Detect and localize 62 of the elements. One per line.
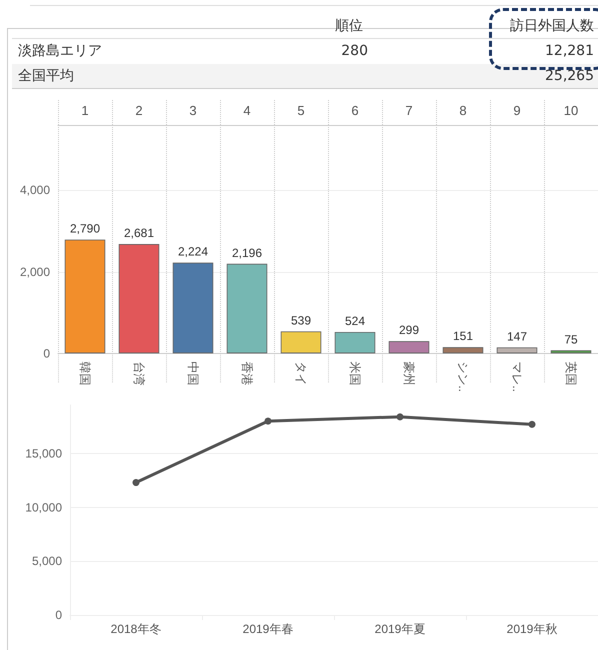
text: 2 bbox=[135, 103, 143, 118]
text: 訪日外国人数 bbox=[510, 17, 594, 36]
x-tick-label: マレ.. bbox=[510, 361, 524, 392]
point bbox=[132, 479, 140, 486]
data-label: 524 bbox=[344, 314, 366, 328]
y-tick-label: 15,000 bbox=[25, 446, 62, 460]
x-tick-label: 香港 bbox=[240, 361, 254, 386]
data-label: 539 bbox=[290, 313, 312, 328]
text: 5 bbox=[297, 103, 305, 118]
data-label: 147 bbox=[506, 329, 528, 344]
text: 25,265 bbox=[545, 67, 594, 86]
text: 7 bbox=[405, 103, 413, 118]
text: 280 bbox=[341, 42, 368, 61]
data-label: 151 bbox=[452, 329, 474, 344]
data-label: 2,196 bbox=[232, 246, 262, 260]
x-tick-label: 2019年春 bbox=[242, 622, 294, 636]
text: 6 bbox=[351, 103, 359, 118]
y-tick-label: 10,000 bbox=[25, 500, 62, 514]
y-tick-label: 5,000 bbox=[32, 554, 62, 568]
x-tick-label: 台湾 bbox=[132, 361, 146, 386]
text: 10 bbox=[564, 103, 578, 118]
bar bbox=[334, 332, 376, 354]
text: 8 bbox=[459, 103, 467, 118]
x-tick-label: 2019年夏 bbox=[374, 622, 426, 636]
bar bbox=[388, 341, 430, 354]
x-tick-label: 中国 bbox=[186, 361, 200, 386]
bar bbox=[442, 347, 484, 354]
point bbox=[528, 420, 536, 428]
text: 1 bbox=[81, 103, 89, 118]
bar bbox=[118, 244, 160, 354]
x-tick-label: 韓国 bbox=[78, 361, 92, 386]
data-label: 2,790 bbox=[70, 222, 100, 236]
x-tick-label: タイ bbox=[294, 361, 308, 386]
text: 順位 bbox=[335, 17, 363, 36]
text: 4 bbox=[243, 103, 251, 118]
text: 全国平均 bbox=[18, 67, 74, 86]
x-tick-label: シン.. bbox=[456, 361, 470, 392]
text: 3 bbox=[189, 103, 197, 118]
y-tick-label: 4,000 bbox=[20, 183, 50, 198]
bar bbox=[64, 240, 106, 354]
data-label: 75 bbox=[564, 332, 578, 346]
bar bbox=[172, 262, 214, 354]
bar bbox=[280, 331, 322, 354]
data-label: 299 bbox=[398, 323, 420, 338]
point bbox=[396, 413, 404, 420]
bar bbox=[226, 264, 268, 354]
y-tick-label: 2,000 bbox=[20, 264, 50, 279]
y-tick-label: 0 bbox=[43, 346, 50, 360]
bar bbox=[496, 347, 538, 354]
text: 9 bbox=[513, 103, 521, 118]
text: 12,281 bbox=[545, 42, 594, 61]
point bbox=[264, 418, 272, 425]
bar bbox=[550, 350, 592, 354]
x-tick-label: 豪州 bbox=[402, 361, 416, 386]
x-tick-label: 米国 bbox=[348, 361, 362, 386]
data-label: 2,681 bbox=[124, 226, 154, 240]
data-label: 2,224 bbox=[178, 244, 208, 259]
x-tick-label: 英国 bbox=[564, 361, 578, 386]
x-tick-label: 2018年冬 bbox=[110, 622, 162, 636]
y-tick-label: 0 bbox=[55, 608, 62, 622]
x-tick-label: 2019年秋 bbox=[506, 622, 558, 636]
text: 淡路島エリア bbox=[18, 42, 102, 61]
